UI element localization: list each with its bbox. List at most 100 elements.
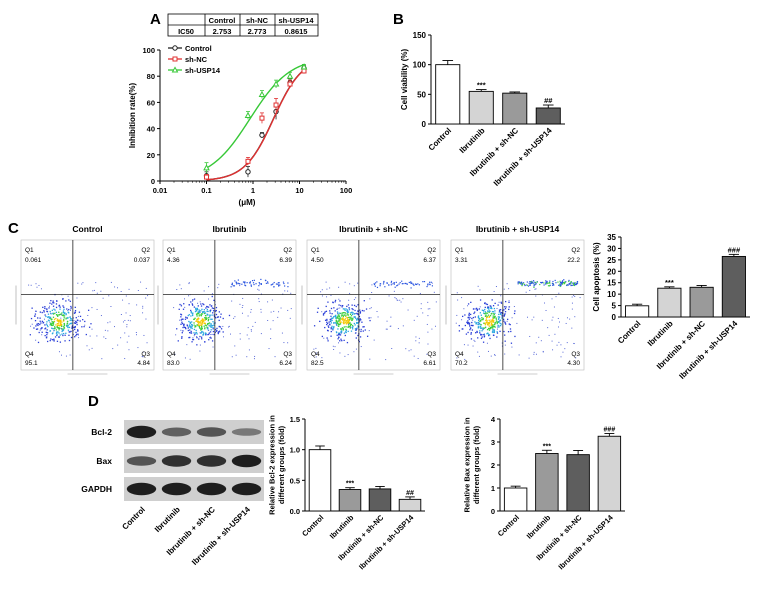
ic50-value-sh-nc: 2.773 bbox=[248, 27, 267, 36]
flow-event bbox=[205, 334, 207, 336]
flow-event bbox=[335, 320, 338, 322]
flow-event bbox=[114, 286, 116, 288]
flow-event bbox=[574, 283, 576, 286]
flow-event bbox=[52, 324, 55, 326]
flow-event bbox=[189, 322, 191, 325]
flow-event bbox=[186, 317, 188, 319]
flow-event bbox=[329, 287, 331, 289]
flow-event bbox=[566, 317, 568, 319]
flow-event bbox=[58, 305, 60, 307]
flow-event bbox=[63, 319, 65, 321]
flow-event bbox=[498, 309, 501, 311]
flow-event bbox=[555, 282, 557, 284]
flow-event bbox=[349, 292, 351, 294]
flow-event bbox=[91, 347, 93, 349]
flow-event bbox=[360, 319, 362, 321]
flow-event bbox=[48, 320, 50, 322]
flow-event bbox=[559, 321, 561, 323]
flow-event bbox=[194, 333, 196, 336]
flow-event bbox=[338, 333, 340, 335]
flow-event bbox=[361, 321, 363, 323]
flow-event bbox=[500, 312, 502, 314]
bar bbox=[597, 435, 622, 512]
y-tick-label: 35 bbox=[607, 233, 616, 242]
flow-event bbox=[326, 318, 328, 321]
flow-event bbox=[199, 332, 201, 334]
flow-event bbox=[347, 316, 349, 319]
flow-event bbox=[75, 333, 78, 336]
flow-event bbox=[497, 321, 499, 323]
flow-event bbox=[190, 326, 193, 328]
flow-event bbox=[521, 283, 523, 286]
flow-event bbox=[544, 283, 547, 285]
flow-event bbox=[494, 322, 496, 324]
flow-event bbox=[84, 320, 86, 323]
flow-event bbox=[65, 313, 67, 316]
flow-event bbox=[493, 307, 496, 310]
flow-event bbox=[348, 299, 350, 301]
flow-event bbox=[397, 299, 399, 301]
flow-event bbox=[396, 299, 398, 301]
flow-event bbox=[122, 321, 124, 323]
flow-event bbox=[511, 346, 513, 348]
flow-event bbox=[47, 316, 49, 318]
flow-event bbox=[74, 326, 76, 329]
flow-event bbox=[62, 329, 64, 332]
flow-event bbox=[65, 332, 67, 334]
flow-event bbox=[35, 325, 37, 327]
flow-event bbox=[210, 337, 212, 339]
flow-event bbox=[332, 345, 334, 347]
flow-event bbox=[493, 313, 495, 316]
flow-event bbox=[283, 282, 285, 285]
flow-event bbox=[230, 286, 232, 288]
flow-event bbox=[217, 331, 219, 334]
flow-event bbox=[200, 310, 202, 312]
flow-event bbox=[56, 333, 58, 336]
flow-event bbox=[575, 283, 578, 285]
flow-event bbox=[56, 325, 59, 328]
flow-event bbox=[253, 279, 255, 281]
flow-event bbox=[535, 295, 537, 297]
y-tick-label: 2 bbox=[491, 461, 495, 470]
flow-event bbox=[360, 346, 362, 348]
flow-event bbox=[192, 338, 195, 341]
flow-event bbox=[202, 303, 204, 305]
flow-event bbox=[575, 282, 577, 284]
x-tick-label: 10 bbox=[295, 186, 303, 195]
flow-event bbox=[235, 281, 237, 283]
flow-event bbox=[242, 297, 244, 299]
quadrant-label: Q2 bbox=[283, 247, 292, 254]
flow-event bbox=[339, 318, 341, 320]
flow-event bbox=[461, 319, 463, 321]
flow-event bbox=[494, 310, 496, 312]
flow-event bbox=[199, 324, 201, 326]
flow-event bbox=[184, 326, 187, 329]
flow-event bbox=[466, 322, 469, 324]
y-tick-label: 20 bbox=[147, 151, 155, 160]
flow-event bbox=[529, 284, 531, 286]
flow-event bbox=[479, 289, 481, 291]
flow-event bbox=[222, 317, 224, 320]
flow-event bbox=[192, 338, 194, 341]
flow-event bbox=[192, 300, 194, 302]
flow-event bbox=[189, 321, 192, 324]
flow-event bbox=[357, 282, 359, 284]
flow-event bbox=[193, 322, 195, 324]
flow-event bbox=[195, 313, 198, 315]
flow-event bbox=[273, 281, 275, 284]
flow-event bbox=[353, 285, 355, 287]
flow-event bbox=[31, 323, 33, 325]
quadrant-value: 0.061 bbox=[25, 257, 42, 264]
flow-event bbox=[493, 320, 495, 322]
flow-event bbox=[366, 335, 369, 337]
flow-event bbox=[265, 279, 267, 282]
flow-event bbox=[533, 281, 535, 283]
flow-event bbox=[564, 282, 566, 284]
bar bbox=[502, 92, 528, 125]
flow-event bbox=[193, 328, 196, 331]
flow-event bbox=[561, 282, 563, 284]
flow-event bbox=[62, 334, 64, 337]
flow-event bbox=[52, 327, 54, 330]
flow-event bbox=[544, 302, 546, 304]
flow-event bbox=[511, 317, 513, 319]
